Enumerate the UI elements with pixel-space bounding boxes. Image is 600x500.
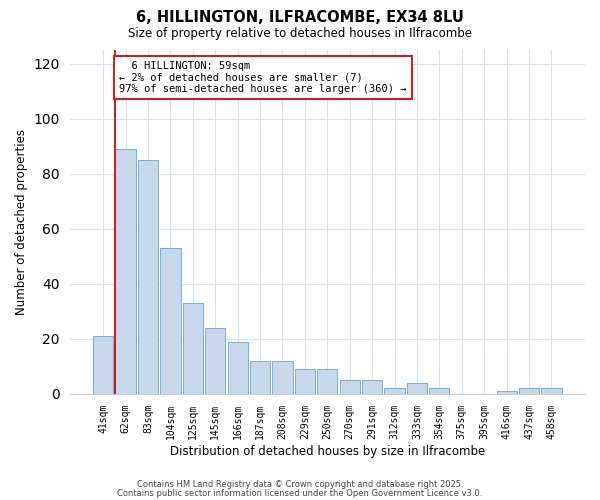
Text: 6 HILLINGTON: 59sqm
← 2% of detached houses are smaller (7)
97% of semi-detached: 6 HILLINGTON: 59sqm ← 2% of detached hou… — [119, 61, 406, 94]
Text: Size of property relative to detached houses in Ilfracombe: Size of property relative to detached ho… — [128, 28, 472, 40]
Bar — [385, 388, 404, 394]
Text: Contains public sector information licensed under the Open Government Licence v3: Contains public sector information licen… — [118, 489, 482, 498]
Bar — [160, 248, 181, 394]
Bar — [205, 328, 226, 394]
Bar — [407, 383, 427, 394]
Bar — [227, 342, 248, 394]
Bar — [272, 361, 293, 394]
Bar — [317, 369, 337, 394]
Bar — [541, 388, 562, 394]
Text: Contains HM Land Registry data © Crown copyright and database right 2025.: Contains HM Land Registry data © Crown c… — [137, 480, 463, 489]
Bar — [519, 388, 539, 394]
Text: 6, HILLINGTON, ILFRACOMBE, EX34 8LU: 6, HILLINGTON, ILFRACOMBE, EX34 8LU — [136, 10, 464, 25]
Bar — [430, 388, 449, 394]
Bar — [250, 361, 270, 394]
Bar — [295, 369, 315, 394]
X-axis label: Distribution of detached houses by size in Ilfracombe: Distribution of detached houses by size … — [170, 444, 485, 458]
Bar — [340, 380, 360, 394]
Bar — [362, 380, 382, 394]
Bar — [497, 391, 517, 394]
Bar — [138, 160, 158, 394]
Y-axis label: Number of detached properties: Number of detached properties — [15, 129, 28, 315]
Bar — [183, 303, 203, 394]
Bar — [93, 336, 113, 394]
Bar — [115, 149, 136, 394]
